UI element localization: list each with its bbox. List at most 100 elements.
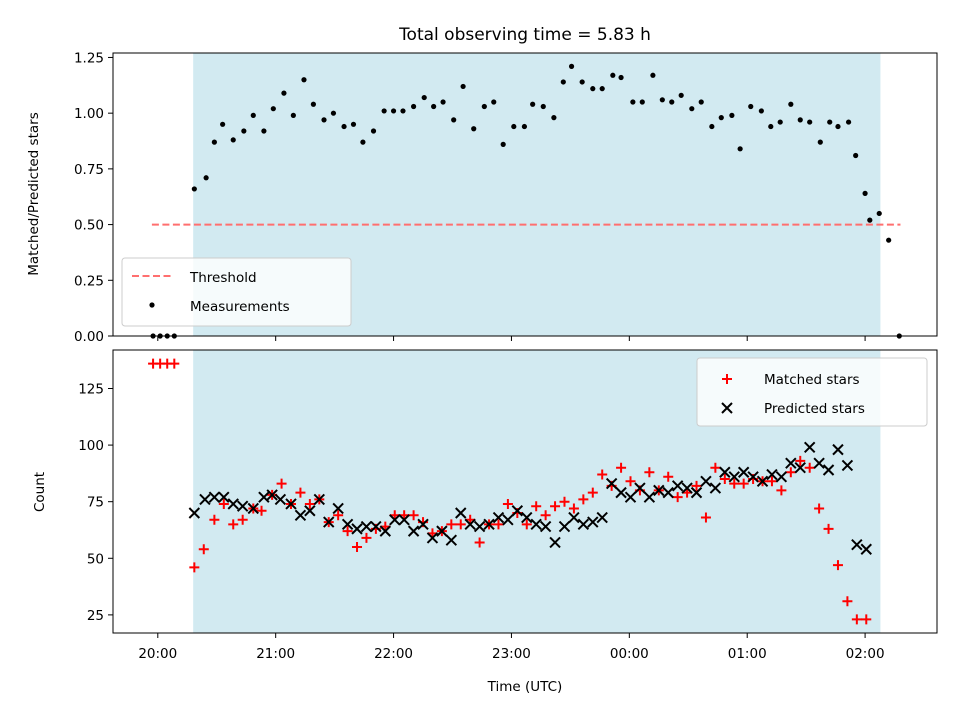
legend-predicted-label: Predicted stars (764, 401, 865, 417)
matched-star-point (455, 519, 466, 530)
measurement-point (853, 152, 859, 159)
y-tick-label: 75 (87, 495, 104, 511)
predicted-star-point (624, 491, 637, 503)
predicted-star-point (417, 518, 429, 531)
measurement-point (330, 110, 337, 116)
measurement-point (599, 86, 605, 92)
axes-frame (112, 349, 938, 634)
predicted-star-point (258, 491, 270, 503)
predicted-star-point (737, 466, 750, 478)
matched-star-point (719, 474, 730, 485)
legend-predicted-swatch (721, 402, 733, 414)
predicted-star-point (785, 457, 797, 469)
matched-star-point (729, 478, 740, 489)
predicted-star-point (662, 486, 674, 499)
legend-measurements-label: Measurements (190, 299, 290, 315)
measurement-point (718, 115, 724, 121)
predicted-star-point (803, 441, 816, 454)
predicted-star-point (218, 491, 230, 503)
predicted-star-point (643, 491, 656, 503)
predicted-star-point (473, 520, 486, 533)
measurement-point (230, 137, 236, 143)
predicted-star-point (208, 491, 221, 503)
legend-box (696, 357, 928, 427)
matched-star-point (832, 560, 843, 571)
x-tick-label: 22:00 (374, 646, 413, 662)
predicted-star-point (747, 471, 759, 483)
measurement-point (568, 63, 575, 69)
legend-bottom: Matched stars Predicted stars (696, 357, 928, 427)
measurement-point (191, 186, 197, 192)
measurement-point (709, 123, 715, 130)
measurement-point (862, 190, 868, 196)
measurement-point (886, 237, 892, 243)
measurement-point (471, 126, 477, 132)
measurement-point (400, 108, 406, 114)
y-tick-label: 1.25 (74, 50, 104, 66)
predicted-star-point (274, 493, 287, 506)
matched-star-point (804, 462, 815, 473)
bottom-panel-counts: 25 50 75 100 125 20:00 21:00 22:00 23:00 00:00 01:… (78, 349, 938, 662)
predicted-star-point (775, 471, 788, 483)
measurement-point (350, 121, 357, 127)
y-tick-label: 25 (87, 608, 104, 624)
predicted-star-point (351, 523, 363, 535)
measurement-point (321, 117, 327, 123)
matched-star-point (446, 519, 457, 530)
matched-star-point (493, 519, 504, 530)
matched-star-point (795, 455, 806, 466)
measurement-point (777, 119, 783, 125)
predicted-star-point (794, 462, 806, 474)
y-tick-label: 0.75 (74, 162, 104, 178)
predicted-star-point (539, 520, 552, 533)
matched-star-point (531, 501, 542, 512)
y-tick-label: 0.25 (74, 273, 104, 289)
matched-star-point (625, 476, 636, 487)
y-tick-label: 125 (78, 381, 104, 397)
measurement-point (521, 123, 528, 130)
predicted-star-point (671, 480, 684, 492)
y-axis-label-ratio: Matched/Predicted stars (26, 112, 42, 275)
measurement-point (411, 103, 417, 110)
predicted-star-point (860, 543, 872, 555)
predicted-star-point (285, 498, 297, 510)
measurement-point (807, 119, 813, 125)
matched-star-point (228, 519, 239, 530)
predicted-star-point (227, 498, 239, 510)
predicted-star-point (756, 475, 769, 488)
matched-star-point (587, 487, 598, 498)
x-tick-label: 01:00 (728, 646, 767, 662)
matched-star-point (691, 480, 702, 491)
matched-star-point (851, 614, 862, 625)
matched-star-point (256, 505, 267, 516)
predicted-star-point (653, 484, 665, 497)
measurement-point (301, 77, 307, 83)
matched-star-point (550, 501, 561, 512)
matched-star-point (568, 503, 579, 514)
legend-top: Threshold Measurements (121, 257, 352, 327)
measurement-point (729, 112, 735, 118)
predicted-star-point (502, 514, 514, 526)
predicted-star-point (323, 516, 335, 528)
measurement-point (440, 99, 446, 105)
predicted-star-point (530, 518, 542, 531)
matched-star-point (710, 462, 721, 473)
predicted-star-point (407, 525, 420, 537)
predicted-star-point (577, 518, 590, 531)
matched-star-point (540, 510, 551, 521)
legend-matched-swatch (722, 374, 732, 384)
matched-star-point (209, 514, 220, 525)
predicted-star-point (719, 466, 731, 478)
matched-star-point (361, 532, 372, 543)
x-tick-label: 20:00 (138, 646, 177, 662)
y-tick-label: 0.00 (74, 329, 104, 345)
matched-star-point (276, 478, 287, 489)
measurement-point (491, 99, 497, 105)
matched-star-point (218, 498, 229, 509)
predicted-star-point (360, 520, 373, 533)
predicted-star-point (379, 525, 392, 537)
predicted-star-point (832, 443, 844, 456)
predicted-star-point (455, 507, 467, 519)
x-tick-label: 02:00 (846, 646, 885, 662)
